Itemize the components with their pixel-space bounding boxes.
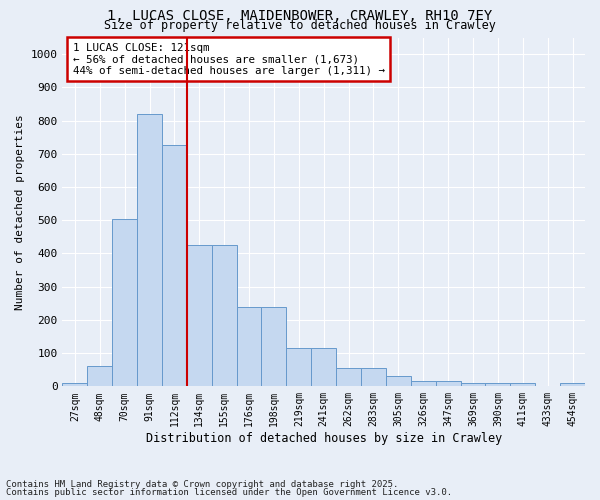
Bar [286,348,311,387]
X-axis label: Distribution of detached houses by size in Crawley: Distribution of detached houses by size … [146,432,502,445]
Text: Contains HM Land Registry data © Crown copyright and database right 2025.: Contains HM Land Registry data © Crown c… [6,480,398,489]
Bar [336,368,361,386]
Bar [88,366,112,386]
Bar [187,245,212,386]
Bar [112,218,137,386]
Text: 1 LUCAS CLOSE: 121sqm
← 56% of detached houses are smaller (1,673)
44% of semi-d: 1 LUCAS CLOSE: 121sqm ← 56% of detached … [73,42,385,76]
Bar [461,383,485,386]
Bar [511,383,535,386]
Text: Contains public sector information licensed under the Open Government Licence v3: Contains public sector information licen… [6,488,452,497]
Bar [62,383,88,386]
Text: Size of property relative to detached houses in Crawley: Size of property relative to detached ho… [104,20,496,32]
Bar [386,376,411,386]
Bar [560,383,585,386]
Bar [361,368,386,386]
Bar [236,306,262,386]
Bar [162,146,187,386]
Bar [262,306,286,386]
Bar [137,114,162,386]
Bar [311,348,336,387]
Y-axis label: Number of detached properties: Number of detached properties [15,114,25,310]
Bar [485,383,511,386]
Bar [212,245,236,386]
Text: 1, LUCAS CLOSE, MAIDENBOWER, CRAWLEY, RH10 7EY: 1, LUCAS CLOSE, MAIDENBOWER, CRAWLEY, RH… [107,9,493,23]
Bar [436,382,461,386]
Bar [411,382,436,386]
